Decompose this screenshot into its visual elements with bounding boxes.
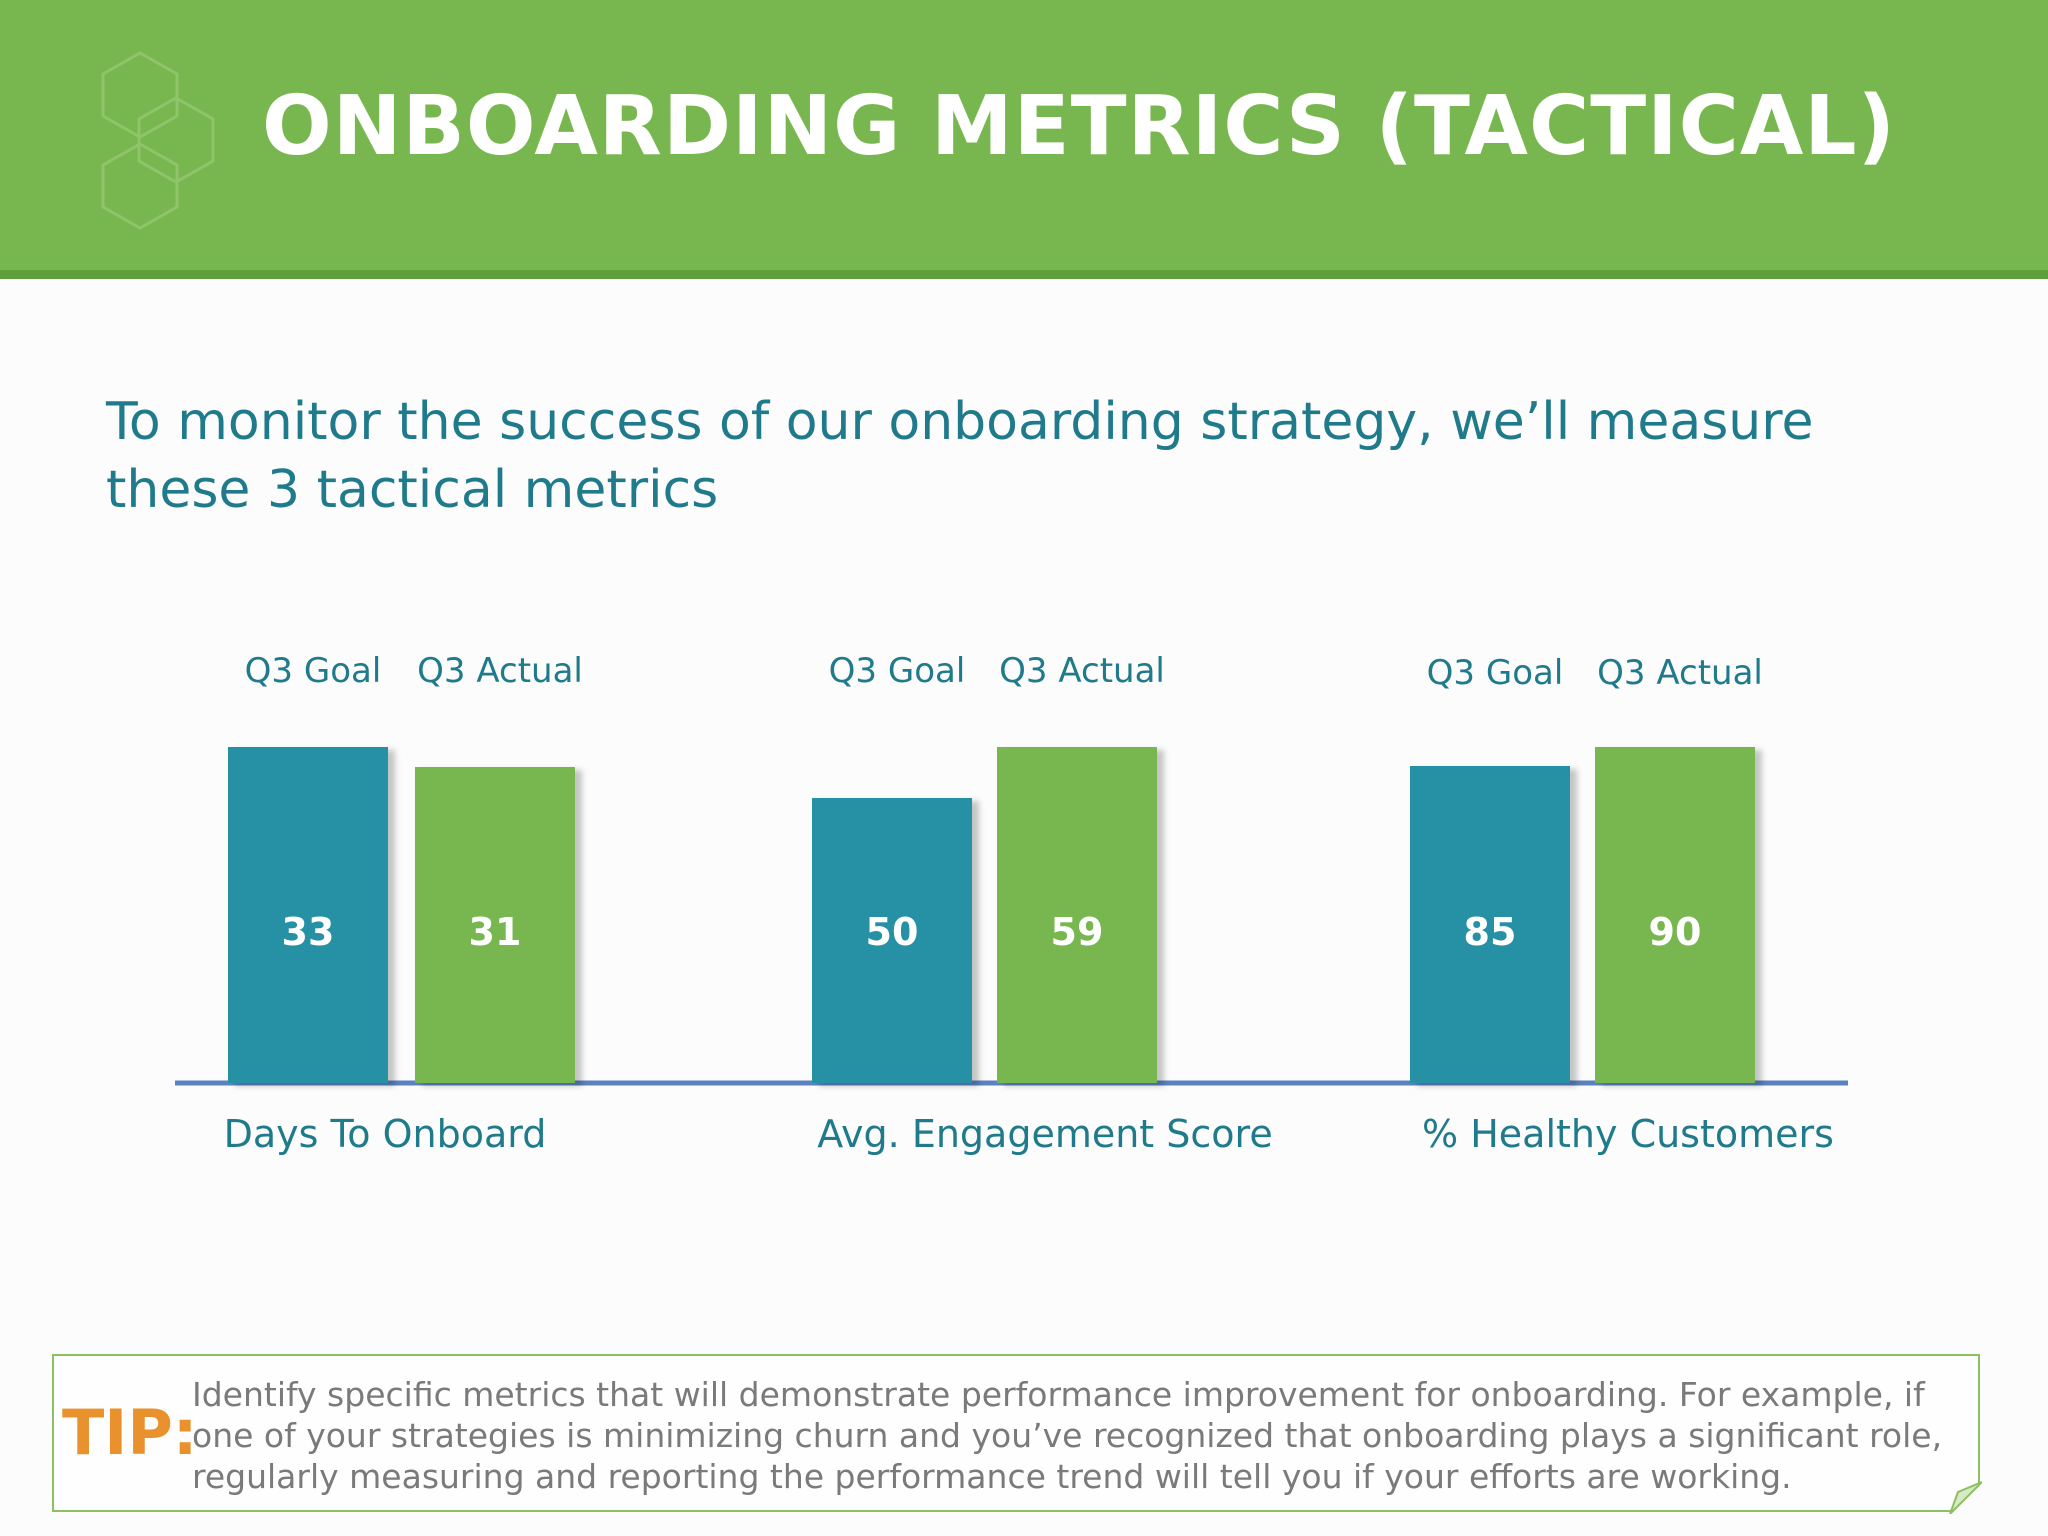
page-curl-icon — [1948, 1480, 1982, 1514]
tip-label: TIP: — [62, 1396, 198, 1469]
bar-value-label: 31 — [469, 910, 522, 954]
bar — [1595, 747, 1755, 1083]
bar-value-label: 59 — [1051, 910, 1104, 954]
bar-value-label: 50 — [866, 910, 919, 954]
series-legend-label: Q3 Actual — [417, 651, 583, 691]
bar — [812, 798, 972, 1083]
series-legend-label: Q3 Goal — [829, 651, 966, 691]
bar-chart: 33 Q3 Goal 31 Q3 Actual Days To Onboard 50 Q3 … — [175, 651, 1848, 1156]
series-legend-label: Q3 Actual — [1597, 653, 1763, 693]
series-legend-label: Q3 Goal — [245, 651, 382, 691]
bar — [997, 747, 1157, 1083]
series-legend-label: Q3 Actual — [999, 651, 1165, 691]
bar — [228, 747, 388, 1083]
tip-text: Identify specific metrics that will demo… — [192, 1375, 1943, 1496]
header-divider — [0, 270, 2048, 279]
bar-value-label: 90 — [1649, 910, 1702, 954]
bar-value-label: 85 — [1464, 910, 1517, 954]
category-label: % Healthy Customers — [1422, 1112, 1834, 1156]
category-label: Days To Onboard — [224, 1112, 547, 1156]
bar — [415, 767, 575, 1083]
page-title: ONBOARDING METRICS (TACTICAL) — [262, 79, 1897, 174]
hexagon-cluster-icon — [101, 51, 215, 230]
series-legend-label: Q3 Goal — [1427, 653, 1564, 693]
intro-text: To monitor the success of our onboarding… — [106, 392, 1814, 520]
header-banner — [0, 0, 2048, 270]
bar-value-label: 33 — [282, 910, 335, 954]
bar — [1410, 766, 1570, 1083]
category-label: Avg. Engagement Score — [817, 1112, 1272, 1156]
tip-box: TIP: Identify specific metrics that will… — [52, 1354, 1982, 1514]
